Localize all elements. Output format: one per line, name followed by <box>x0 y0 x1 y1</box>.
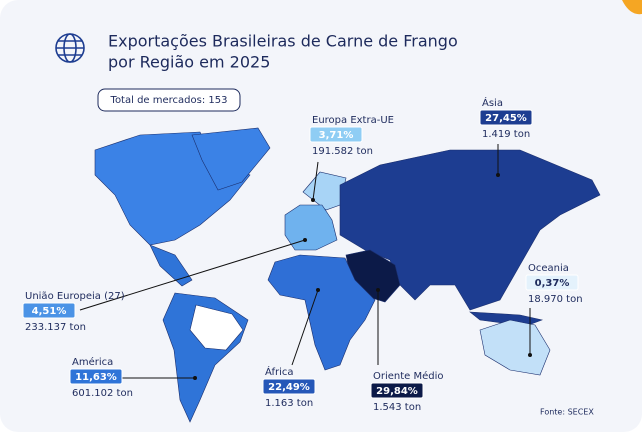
africa <box>267 254 376 371</box>
region-name: América <box>72 356 113 368</box>
leader-dot <box>193 376 197 380</box>
badge-text: Total de mercados: 153 <box>110 95 228 106</box>
oceania <box>479 319 551 376</box>
central-america <box>149 244 193 287</box>
region-name: Oriente Médio <box>373 370 444 382</box>
leader-dot <box>311 198 315 202</box>
leader-dot <box>496 173 500 177</box>
leader-line <box>291 289 319 366</box>
leader-line <box>79 239 306 311</box>
corner-accent <box>622 0 642 15</box>
greenland <box>191 127 271 191</box>
region-name: Oceania <box>528 263 569 274</box>
region-name: Ásia <box>482 96 503 109</box>
title: por Região em 2025 <box>108 53 270 72</box>
region-share: 3,71% <box>319 130 354 141</box>
share-box <box>262 378 316 395</box>
region-volume: 191.582 ton <box>312 146 373 157</box>
region-volume: 1.543 ton <box>373 402 421 413</box>
region-volume: 601.102 ton <box>72 388 133 399</box>
region-name: União Europeia (27) <box>25 291 125 302</box>
region-share: 22,49% <box>268 382 310 393</box>
leader-dot <box>376 288 380 292</box>
leader-dot <box>316 288 320 292</box>
globe-icon <box>55 33 85 63</box>
region-volume: 1.163 ton <box>265 398 313 409</box>
region-share: 11,63% <box>75 372 117 383</box>
region-share: 27,45% <box>485 113 527 124</box>
share-box <box>525 274 579 291</box>
brazil <box>189 304 244 351</box>
share-box <box>479 109 533 126</box>
asia <box>339 149 601 311</box>
share-box <box>370 382 424 399</box>
leader-line <box>312 161 319 201</box>
region-share: 29,84% <box>376 386 418 397</box>
source: Fonte: SECEX <box>540 408 594 417</box>
badge <box>97 88 241 112</box>
region-share: 0,37% <box>535 278 570 289</box>
share-box <box>69 368 123 385</box>
title: Exportações Brasileiras de Carne de Fran… <box>108 32 458 51</box>
leader-dot <box>528 353 532 357</box>
region-volume: 1.419 ton <box>482 129 530 140</box>
region-volume: 18.970 ton <box>528 294 583 305</box>
map <box>94 127 601 423</box>
region-name: África <box>265 365 294 378</box>
region-share: 4,51% <box>32 306 67 317</box>
region-name: Europa Extra-UE <box>312 115 394 126</box>
region-volume: 233.137 ton <box>25 322 86 333</box>
leader-dot <box>303 238 307 242</box>
share-box <box>22 302 76 319</box>
share-box <box>309 126 363 143</box>
europe-ue <box>284 204 338 251</box>
